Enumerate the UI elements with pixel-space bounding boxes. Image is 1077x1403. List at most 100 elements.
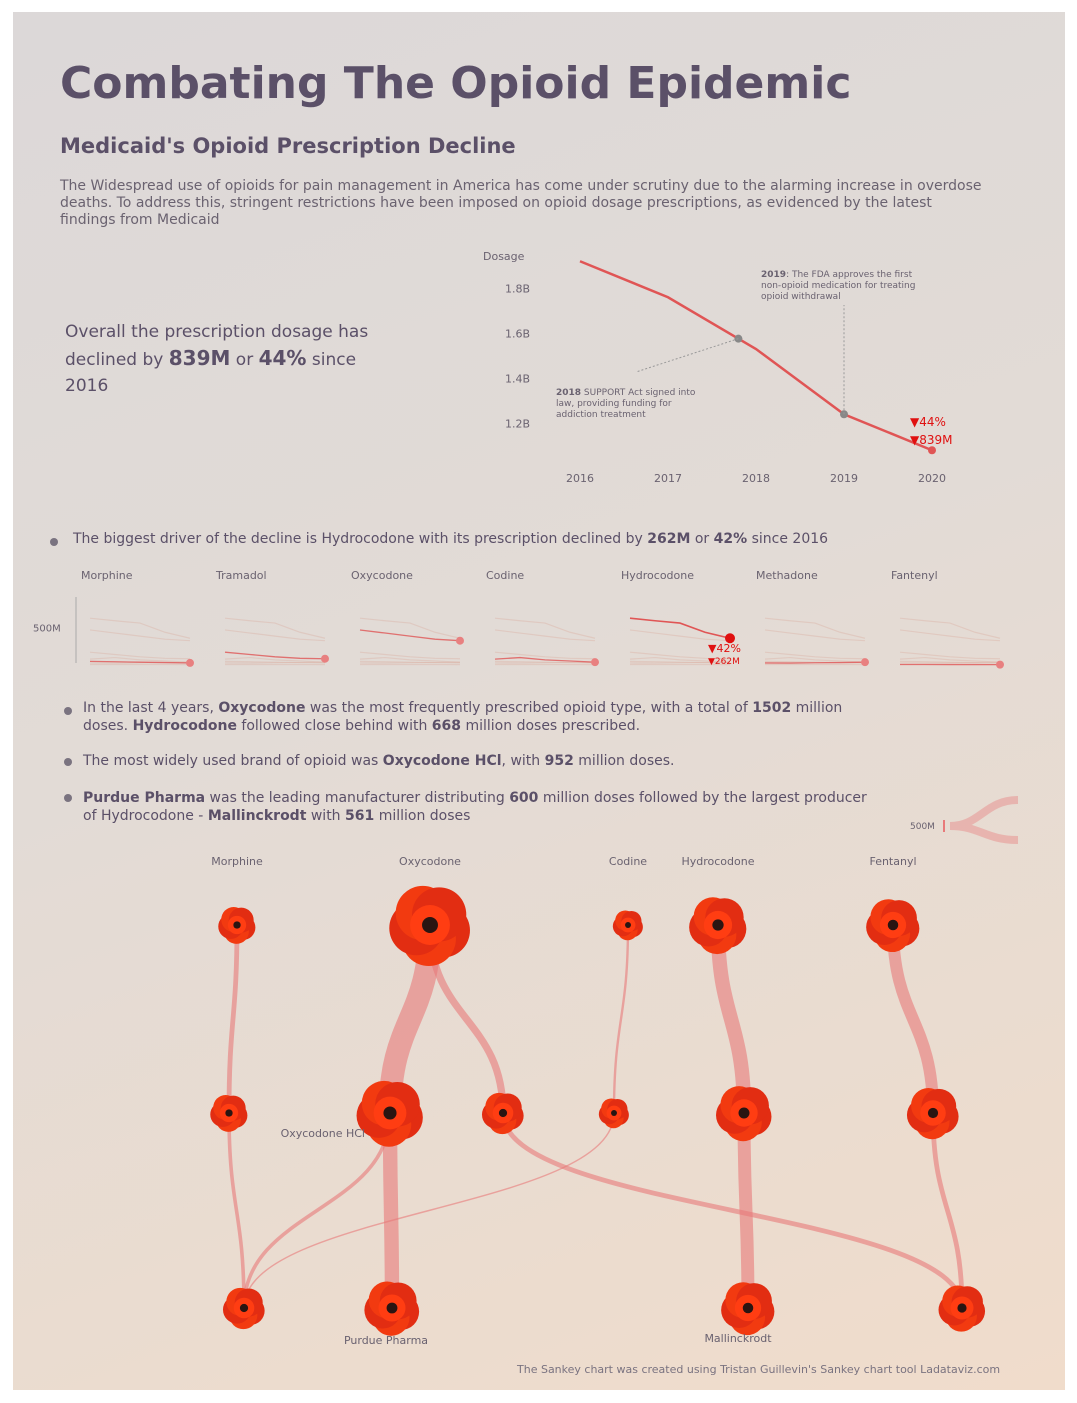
end-label: ▼839M (910, 433, 953, 447)
poppy-center (498, 1108, 508, 1118)
line (764, 661, 866, 664)
intro: The Widespread use of opioids for pain m… (60, 178, 982, 228)
text-segment: million doses. (573, 753, 675, 769)
node-label: Fentanyl (869, 855, 916, 868)
background-line (899, 661, 1001, 664)
annotation-year: 2019 (761, 270, 787, 280)
line (629, 617, 731, 640)
background-line (899, 651, 1001, 660)
text-segment: since 2016 (747, 531, 829, 547)
annotation: 2018 SUPPORT Act signed into law, provid… (556, 388, 716, 421)
node-label: Oxycodone HCl (281, 1127, 365, 1140)
link (242, 1112, 392, 1309)
text-segment: 839M (168, 346, 231, 370)
title: Combating The Opioid Epidemic (60, 58, 852, 109)
background-line (224, 660, 326, 664)
node (218, 907, 256, 944)
end-point (996, 660, 1004, 669)
background-line (359, 617, 461, 639)
node (906, 1087, 959, 1140)
background-line (494, 660, 596, 664)
poppy-center (957, 1303, 967, 1313)
end-point (928, 446, 936, 455)
node (364, 1281, 420, 1336)
background-line (899, 617, 1001, 639)
poppy-center (422, 917, 438, 933)
node (938, 1285, 986, 1332)
poppy-center (738, 1107, 750, 1119)
background-line (629, 656, 731, 663)
node (222, 1287, 265, 1330)
text-segment: 952 (544, 753, 574, 769)
poppy-center (625, 922, 631, 928)
background-line (224, 661, 326, 664)
text-segment: 42% (713, 531, 748, 547)
text-segment: was the leading manufacturer distributin… (205, 790, 510, 806)
background-line (359, 661, 461, 664)
background-line (764, 629, 866, 642)
end-label: ▼42% (708, 642, 741, 655)
text-segment: or (230, 350, 259, 370)
text-segment: Oxycodone HCl (382, 753, 502, 769)
end-point (591, 658, 599, 667)
bullet-dot (64, 794, 72, 802)
text-segment: The biggest driver of the decline is Hyd… (73, 531, 648, 547)
poppy-center (927, 1107, 939, 1119)
node-label: Purdue Pharma (344, 1334, 428, 1347)
background-line (89, 617, 191, 639)
background-line (224, 656, 326, 663)
background-line (629, 660, 731, 664)
line (494, 656, 596, 663)
background (13, 12, 1065, 1390)
y-tick-label: 1.4B (505, 372, 530, 385)
end-point (321, 654, 329, 663)
line (224, 651, 326, 660)
bullet-dot (64, 758, 72, 766)
bullet: The biggest driver of the decline is Hyd… (73, 531, 973, 547)
annotation-text: 2018 SUPPORT Act signed into law, provid… (556, 388, 716, 421)
legend-label: 500M (910, 822, 935, 832)
panel-title: Fantenyl (891, 569, 938, 582)
annotation-leader (635, 338, 739, 373)
link (930, 1112, 965, 1309)
poppy-center (383, 1106, 397, 1120)
background-line (629, 661, 731, 664)
y-tick-label: 1.8B (505, 282, 530, 295)
background-line (89, 629, 191, 642)
text-segment: or (690, 531, 714, 547)
text-segment: In the last 4 years, (83, 700, 219, 716)
end-point (861, 658, 869, 667)
summary: Overall the prescription dosage has decl… (65, 319, 395, 399)
node-label: Hydrocodone (681, 855, 754, 868)
end-point (456, 636, 464, 645)
end-point (725, 633, 735, 644)
poppy-center (233, 921, 241, 929)
panel-title: Oxycodone (351, 569, 413, 582)
node (210, 1095, 248, 1132)
y-tick-label: 500M (33, 624, 61, 635)
text-segment: 600 (509, 790, 539, 806)
text-segment: The most widely used brand of opioid was (83, 753, 383, 769)
node (389, 885, 470, 967)
poppy-center (611, 1110, 617, 1116)
y-axis-label: Dosage (483, 250, 525, 263)
annotation-body: : The FDA approves the first non-opioid … (761, 270, 916, 302)
poppy-center (887, 919, 899, 931)
background-line (224, 617, 326, 639)
link (737, 1112, 755, 1309)
panel-title: Codine (486, 569, 524, 582)
background-line (629, 629, 731, 642)
y-tick-label: 1.2B (505, 417, 530, 430)
background-line (899, 660, 1001, 664)
background-line (494, 629, 596, 642)
link (226, 924, 240, 1114)
node-label: Oxycodone (399, 855, 461, 868)
y-tick-label: 1.6B (505, 327, 530, 340)
text-segment: 262M (647, 531, 691, 547)
background-line (494, 651, 596, 660)
text-segment: 44% (258, 346, 307, 370)
text-segment: million doses prescribed. (461, 718, 641, 734)
poppy-center (742, 1302, 754, 1314)
node (866, 899, 920, 953)
text-segment: million doses. (83, 700, 843, 734)
